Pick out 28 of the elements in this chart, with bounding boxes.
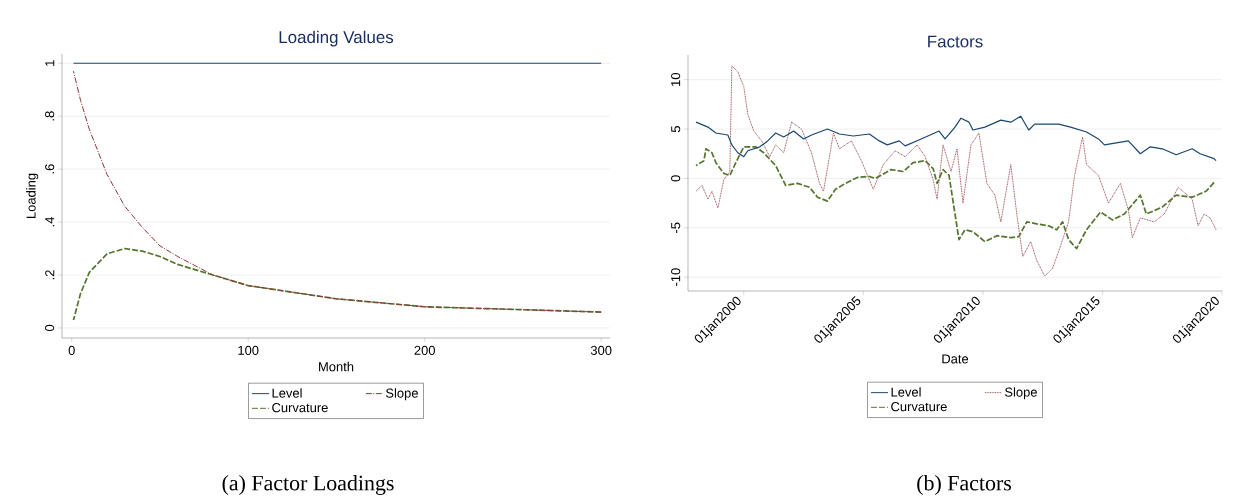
y-tick-label: 1 — [45, 60, 55, 66]
text: (b) Factors — [917, 475, 1011, 495]
y-tick-label: .8 — [45, 111, 55, 121]
y-tick-label: -10 — [671, 268, 681, 286]
legend-label: Curvature — [891, 402, 947, 412]
y-axis-title: Loading — [26, 173, 39, 218]
x-tick-label: 200 — [414, 345, 435, 355]
legend-label: Level — [891, 387, 921, 397]
y-tick-label: 10 — [671, 72, 681, 86]
x-tick-label: 300 — [590, 345, 612, 355]
x-tick-label: 100 — [238, 345, 259, 355]
y-tick-label: .6 — [45, 164, 55, 174]
y-tick-label: -5 — [671, 222, 681, 233]
text: (a) Factor Loadings — [222, 475, 394, 495]
y-tick-label: 0 — [671, 175, 681, 182]
x-tick-label: 0 — [68, 345, 75, 355]
legend-label: Slope — [385, 388, 418, 401]
chart-title: Factors — [928, 35, 983, 48]
y-tick-label: 0 — [45, 324, 55, 332]
legend-label: Level — [272, 388, 302, 398]
y-tick-label: .2 — [45, 270, 55, 280]
chart-title: Loading Values — [279, 30, 394, 47]
legend-label: Slope — [1004, 387, 1037, 400]
y-tick-label: 5 — [671, 126, 681, 133]
legend-label: Curvature — [272, 403, 328, 413]
y-tick-label: .4 — [45, 217, 55, 227]
x-axis-title: Date — [942, 354, 969, 364]
x-axis-title: Month — [319, 361, 354, 372]
